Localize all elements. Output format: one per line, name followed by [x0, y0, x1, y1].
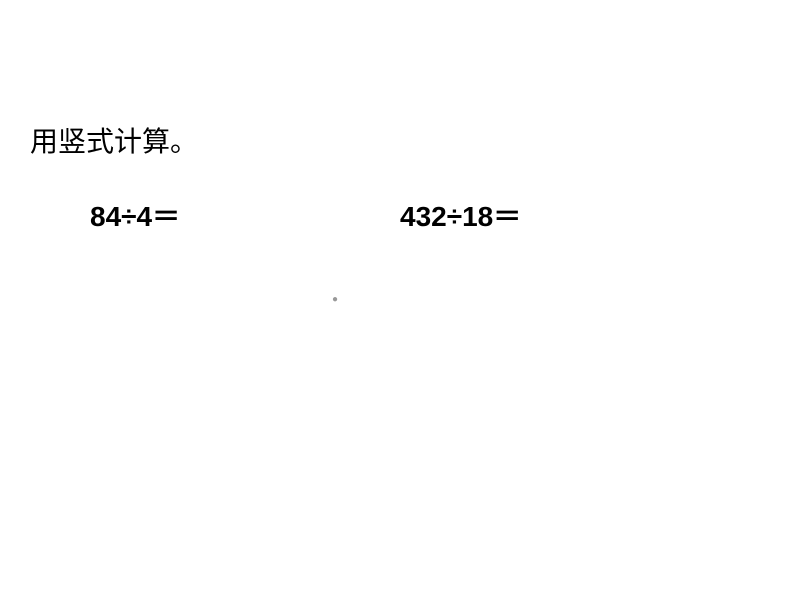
center-dot-decoration: ●	[332, 294, 338, 305]
worksheet-container: 用竖式计算。 84÷4＝ 432÷18＝	[0, 0, 800, 235]
problem-2: 432÷18＝	[400, 195, 521, 235]
instruction-text: 用竖式计算。	[30, 120, 800, 160]
problems-row: 84÷4＝ 432÷18＝	[30, 195, 800, 235]
problem-1: 84÷4＝	[90, 195, 400, 235]
